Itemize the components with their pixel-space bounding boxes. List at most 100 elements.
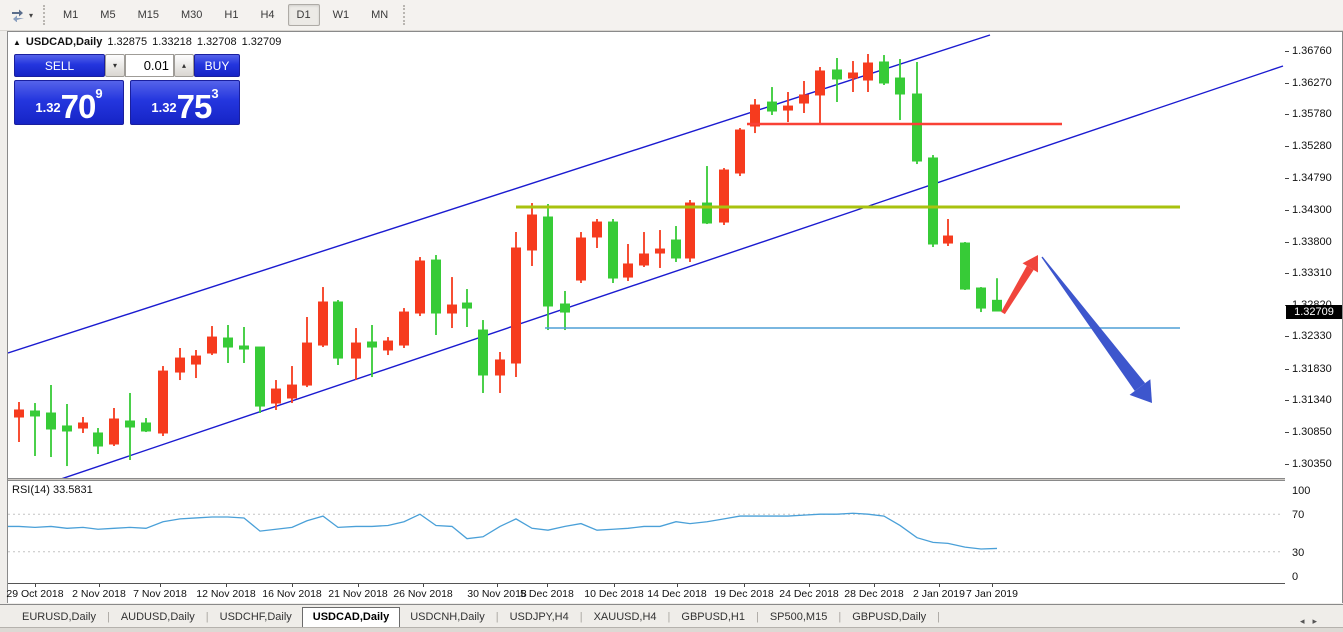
timeframe-button-w1[interactable]: W1 <box>332 9 350 21</box>
candle-body <box>576 237 586 281</box>
price-axis[interactable]: 1.36760 1.36270 1.35780 1.35280 1.34790 1.343… <box>1285 31 1343 603</box>
chart-tab-xauusd-h4[interactable]: XAUUSD,H4 <box>593 611 657 623</box>
projection-down-arrow[interactable] <box>1041 256 1152 403</box>
candle-body <box>383 340 393 351</box>
rsi-line[interactable] <box>8 512 998 550</box>
channel-lower[interactable] <box>58 65 1284 478</box>
timeframe-button-h1[interactable]: H1 <box>224 9 239 21</box>
rsi-scale-label: 0 <box>1292 571 1299 583</box>
date-axis-label: 29 Oct 2018 <box>6 588 64 600</box>
timeframe-button-m5[interactable]: M5 <box>100 9 116 21</box>
date-tick <box>226 584 227 587</box>
candle-body <box>62 425 72 432</box>
candle-body <box>30 410 40 417</box>
panel-splitter[interactable] <box>8 478 1285 481</box>
rsi-date-separator <box>8 583 1285 584</box>
timeframe-button-d1[interactable]: D1 <box>287 4 320 26</box>
tab-scroll-right-icon[interactable]: ▸ <box>1312 616 1325 626</box>
date-tick <box>423 584 424 587</box>
candle-body <box>543 216 553 307</box>
buy-button[interactable]: BUY <box>194 54 240 77</box>
projection-up-arrow[interactable] <box>1001 255 1038 315</box>
price-axis-label: 1.35280 <box>1292 140 1332 153</box>
candle <box>287 366 297 404</box>
rsi-indicator-panel[interactable] <box>8 481 1285 583</box>
sell-button[interactable]: SELL <box>14 54 105 77</box>
volume-input[interactable]: 0.01 <box>125 54 174 77</box>
candle <box>367 325 377 378</box>
candle-body <box>592 221 602 238</box>
chart-tab-usdjpy-h4[interactable]: USDJPY,H4 <box>509 611 569 623</box>
tab-scroll-buttons[interactable]: ◂▸ <box>1300 616 1325 627</box>
candle-body <box>367 341 377 348</box>
price-tick <box>1285 464 1289 465</box>
candle <box>478 320 488 393</box>
candle-body <box>879 61 889 84</box>
candle-body <box>125 420 135 428</box>
candle <box>767 87 777 116</box>
candle <box>93 428 103 454</box>
chart-symbol-period: USDCAD,Daily <box>25 36 103 48</box>
date-tick <box>939 584 940 587</box>
candle-body <box>608 221 618 279</box>
candle <box>608 219 618 283</box>
candle <box>848 61 858 93</box>
price-axis-label: 1.30850 <box>1292 425 1332 438</box>
date-axis[interactable]: 29 Oct 2018 2 Nov 2018 7 Nov 2018 12 Nov 20… <box>6 584 1285 603</box>
price-tick <box>1285 146 1289 148</box>
timeframe-button-m15[interactable]: M15 <box>137 9 159 21</box>
volume-decrease-button[interactable]: ▾ <box>105 54 125 77</box>
candle-body <box>976 287 986 309</box>
buy-price-pip: 3 <box>211 86 219 101</box>
candle-body <box>93 432 103 447</box>
chart-tab-usdcad-daily[interactable]: USDCAD,Daily <box>301 607 401 628</box>
sell-price-prefix: 1.32 <box>35 100 61 115</box>
price-axis-label: 1.34790 <box>1292 171 1332 184</box>
candle-body <box>399 311 409 346</box>
candle <box>255 346 265 414</box>
volume-increase-button[interactable]: ▴ <box>174 54 194 77</box>
candle <box>383 337 393 356</box>
price-tick <box>1285 336 1289 338</box>
date-axis-label: 21 Nov 2018 <box>328 588 388 600</box>
chart-tab-gbpusd-daily[interactable]: GBPUSD,Daily <box>852 611 927 623</box>
chart-tab-sp500-m15[interactable]: SP500,M15 <box>769 611 828 623</box>
tab-scroll-left-icon[interactable]: ◂ <box>1299 616 1313 626</box>
candle <box>832 57 842 102</box>
symbols-arrows-icon[interactable]: ▾ <box>4 5 39 25</box>
channel-upper[interactable] <box>8 34 991 354</box>
one-click-trade-panel: SELL ▾ 0.01 ▴ BUY 1.32 70 9 1.32 75 3 <box>14 54 240 125</box>
chart-tab-usdchf-daily[interactable]: USDCHF,Daily <box>219 611 292 623</box>
rsi-scale-label: 70 <box>1292 509 1305 521</box>
candlestick-chart[interactable] <box>8 32 1285 478</box>
candle <box>62 403 72 467</box>
chart-tab-usdcnh-daily[interactable]: USDCNH,Daily <box>410 611 485 623</box>
candle <box>158 366 168 437</box>
timeframe-button-mn[interactable]: MN <box>371 9 389 21</box>
candle-body <box>685 202 695 259</box>
chart-tab-audusd-daily[interactable]: AUDUSD,Daily <box>120 611 195 623</box>
date-tick <box>547 584 548 587</box>
timeframe-button-m1[interactable]: M1 <box>63 9 79 21</box>
candle-body <box>511 247 521 364</box>
timeframe-button-h4[interactable]: H4 <box>260 9 275 21</box>
candle-body <box>302 342 312 386</box>
candle <box>141 418 151 433</box>
candle <box>447 277 457 329</box>
date-tick <box>35 584 36 587</box>
candle-body <box>848 72 858 79</box>
price-tick <box>1285 114 1289 116</box>
price-axis-label: 1.35780 <box>1292 108 1332 121</box>
sell-price-display[interactable]: 1.32 70 9 <box>14 80 124 125</box>
candle <box>639 232 649 268</box>
chart-tab-gbpusd-h1[interactable]: GBPUSD,H1 <box>681 611 745 623</box>
chart-tab-eurusd-daily[interactable]: EURUSD,Daily <box>22 611 96 623</box>
candle-body <box>223 337 233 348</box>
candle <box>783 92 793 123</box>
swap-arrows-icon <box>12 9 24 22</box>
buy-price-display[interactable]: 1.32 75 3 <box>130 80 240 125</box>
date-axis-label: 28 Dec 2018 <box>844 588 904 600</box>
candle-body <box>462 302 472 309</box>
timeframe-button-m30[interactable]: M30 <box>180 9 203 21</box>
collapse-triangle-icon[interactable]: ▲ <box>13 37 21 47</box>
